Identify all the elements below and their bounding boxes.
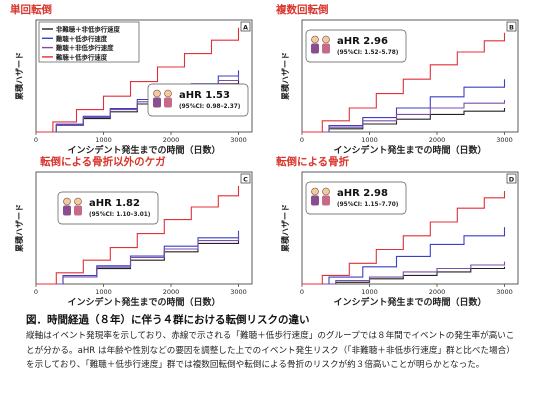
ahr-ci: (95%CI: 1.15–7.70)	[337, 202, 399, 208]
series-line-3	[302, 261, 506, 285]
legend-entry: 難聴＋低歩行速度	[56, 34, 108, 43]
x-tick-label: 3000	[230, 288, 247, 296]
ahr-callout	[305, 181, 407, 215]
series-line-2	[36, 230, 240, 285]
series-line-3	[36, 233, 240, 285]
x-tick-label: 3000	[230, 136, 247, 144]
x-tick-label: 1000	[361, 136, 378, 144]
ahr-value: aHR 2.98	[337, 188, 388, 199]
panel-label-box	[506, 21, 517, 32]
x-tick-label: 1000	[95, 136, 112, 144]
x-axis-label: インシデント発生までの時間（日数）	[67, 296, 220, 308]
elderly-person-icon	[322, 187, 330, 206]
panel-c-title: 転倒による骨折以外のケガ	[40, 156, 166, 168]
x-tick-label: 0	[300, 288, 304, 296]
y-axis-label: 累積ハザード	[14, 52, 24, 100]
panel-a-title: 単回転倒	[10, 4, 52, 16]
panel-label: D	[509, 175, 515, 183]
series-line-2	[302, 227, 506, 285]
chart-panel-c: 0 1000 2000 3000 インシデント発生までの時間（日数） 累積ハザード CaHR…	[14, 171, 253, 308]
ahr-callout	[57, 191, 159, 225]
caption-title: 図．時間経過（８年）に伴う４群における転倒リスクの違い	[26, 314, 310, 326]
x-tick-label: 2000	[163, 288, 180, 296]
ahr-value: aHR 1.82	[89, 198, 140, 209]
ahr-ci: (95%CI: 1.10–3.01)	[89, 212, 151, 218]
caption-body: 縦軸はイベント発現率を示しており、赤線で示される「難聴＋低歩行速度」のグループで…	[26, 331, 515, 370]
x-tick-label: 1000	[95, 288, 112, 296]
ahr-callout	[305, 29, 407, 63]
x-tick-label: 2000	[163, 136, 180, 144]
ahr-value: aHR 2.96	[337, 36, 388, 47]
series-line-3	[302, 100, 506, 133]
elderly-person-icon	[322, 35, 330, 54]
series-line-4	[36, 27, 240, 133]
ahr-ci: (95%CI: 1.52–5.78)	[337, 50, 399, 56]
panel-b-title: 複数回転倒	[276, 4, 329, 16]
chart-panel-a: 0 1000 2000 3000 インシデント発生までの時間（日数） 累積ハザード A 非難聴…	[14, 19, 253, 156]
elderly-person-icon	[153, 89, 161, 108]
x-tick-label: 0	[34, 288, 38, 296]
ahr-value: aHR 1.53	[179, 90, 230, 101]
legend-entry: 非難聴＋非低歩行速度	[56, 25, 121, 34]
x-tick-label: 3000	[496, 288, 513, 296]
legend-box	[38, 21, 140, 63]
panel-label-box	[240, 21, 251, 32]
panel-label: C	[243, 175, 248, 183]
elderly-person-icon	[311, 35, 319, 54]
legend-entry: 難聴＋非低歩行速度	[56, 43, 114, 52]
elderly-person-icon	[63, 197, 71, 216]
series-line-4	[302, 191, 506, 285]
series-line-4	[302, 32, 506, 133]
x-tick-label: 3000	[496, 136, 513, 144]
series-line-4	[36, 186, 240, 285]
panel-label: B	[509, 23, 514, 31]
elderly-person-icon	[74, 197, 82, 216]
x-tick-label: 2000	[429, 288, 446, 296]
y-axis-label: 累積ハザード	[280, 52, 290, 100]
ahr-callout	[147, 83, 249, 117]
y-axis-label: 累積ハザード	[280, 204, 290, 252]
panel-label: A	[243, 23, 248, 31]
x-tick-label: 0	[34, 136, 38, 144]
elderly-person-icon	[164, 89, 172, 108]
ahr-ci: (95%CI: 0.98–2.37)	[179, 104, 241, 110]
chart-panel-d: 0 1000 2000 3000 インシデント発生までの時間（日数） 累積ハザード DaHR…	[280, 171, 519, 308]
x-tick-label: 2000	[429, 136, 446, 144]
panel-d-title: 転倒による骨折	[276, 156, 350, 168]
y-axis-label: 累積ハザード	[14, 204, 24, 252]
x-tick-label: 1000	[361, 288, 378, 296]
x-axis-label: インシデント発生までの時間（日数）	[333, 296, 486, 308]
x-axis-label: インシデント発生までの時間（日数）	[67, 144, 220, 156]
elderly-person-icon	[311, 187, 319, 206]
x-tick-label: 0	[300, 136, 304, 144]
legend-entry: 難聴＋低歩行速度	[56, 52, 108, 61]
series-line-2	[302, 79, 506, 133]
panel-label-box	[240, 173, 251, 184]
chart-panel-b: 0 1000 2000 3000 インシデント発生までの時間（日数） 累積ハザード BaHR…	[280, 19, 519, 156]
x-axis-label: インシデント発生までの時間（日数）	[333, 144, 486, 156]
plot-frame	[35, 171, 253, 285]
panel-label-box	[506, 173, 517, 184]
